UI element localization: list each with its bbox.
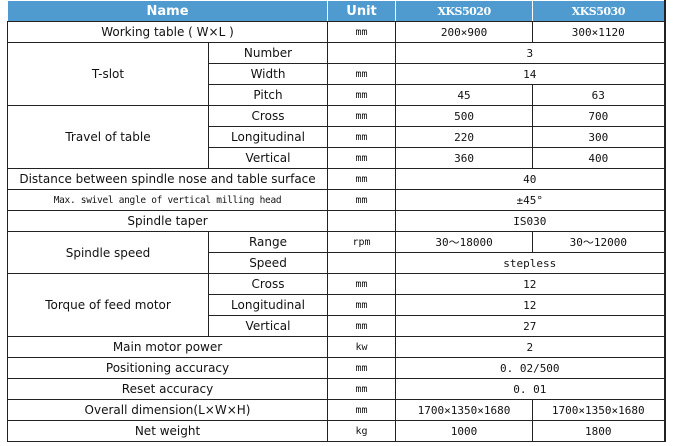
header-model-1: XKS5020	[395, 0, 534, 22]
sub-label: Number	[207, 42, 329, 64]
value-cell: 0. 01	[395, 378, 666, 400]
group-label: Spindle speed	[7, 231, 209, 274]
group-label: Torque of feed motor	[7, 273, 209, 337]
sub-label: Width	[207, 63, 329, 85]
table-row: Reset accuracy mm 0. 01	[6, 378, 666, 400]
value-cell: 40	[395, 168, 666, 190]
value-cell: 360	[395, 147, 534, 169]
value-cell: 300	[532, 126, 666, 148]
row-label: Positioning accuracy	[6, 357, 329, 379]
sub-label: Longitudinal	[207, 126, 329, 148]
table-row: Distance between spindle nose and table …	[6, 168, 666, 190]
header-row: Name Unit XKS5020 XKS5030	[6, 0, 666, 22]
sub-label: Longitudinal	[207, 294, 329, 316]
value-cell: 1700×1350×1680	[395, 399, 534, 421]
unit-cell: mm	[327, 294, 397, 316]
value-cell: 500	[395, 105, 534, 127]
value-cell: 220	[395, 126, 534, 148]
value-cell: 400	[532, 147, 666, 169]
unit-cell: kw	[327, 336, 397, 358]
value-cell: 30～18000	[395, 231, 534, 253]
row-label: Max. swivel angle of vertical milling he…	[6, 189, 329, 211]
row-label: Overall dimension(L×W×H)	[6, 399, 329, 421]
value-cell: 12	[395, 294, 666, 316]
unit-cell: mm	[327, 147, 397, 169]
header-model-2: XKS5030	[532, 0, 666, 22]
unit-cell	[327, 210, 397, 232]
group-label: T-slot	[7, 42, 209, 106]
header-unit: Unit	[327, 0, 397, 22]
unit-cell	[327, 42, 397, 64]
value-cell: 27	[395, 315, 666, 337]
table-row: Longitudinal mm 12	[8, 294, 666, 316]
group-label: Travel of table	[7, 105, 209, 169]
sub-label: Pitch	[207, 84, 329, 106]
table-row: Vertical mm 27	[8, 315, 666, 337]
unit-cell: mm	[327, 399, 397, 421]
sub-label: Cross	[207, 105, 329, 127]
table-row: Spindle speed Range rpm 30～18000 30～1200…	[7, 231, 666, 274]
value-cell: stepless	[395, 252, 666, 274]
sub-label: Vertical	[207, 315, 329, 337]
unit-cell: mm	[327, 105, 397, 127]
unit-cell: mm	[327, 189, 397, 211]
table-row: Positioning accuracy mm 0. 02/500	[6, 357, 666, 379]
table-row: Max. swivel angle of vertical milling he…	[6, 189, 666, 211]
unit-cell: mm	[327, 21, 397, 43]
unit-cell: mm	[327, 378, 397, 400]
row-label: Net weight	[6, 420, 329, 442]
unit-cell: mm	[327, 273, 397, 295]
table-row: Overall dimension(L×W×H) mm 1700×1350×16…	[6, 399, 666, 421]
sub-label: Cross	[207, 273, 329, 295]
value-cell: 2	[395, 336, 666, 358]
row-label: Main motor power	[6, 336, 329, 358]
table-row: Torque of feed motor Cross mm 12	[7, 273, 666, 337]
sub-label: Speed	[207, 252, 329, 274]
value-cell: 700	[532, 105, 666, 127]
value-cell: 300×1120	[532, 21, 666, 43]
row-label: Distance between spindle nose and table …	[6, 168, 329, 190]
value-cell: IS030	[395, 210, 666, 232]
unit-cell: mm	[327, 315, 397, 337]
unit-cell	[327, 252, 397, 274]
unit-cell: mm	[327, 84, 397, 106]
row-label: Reset accuracy	[6, 378, 329, 400]
table-row: Net weight kg 1000 1800	[6, 420, 666, 442]
value-cell: 1000	[395, 420, 534, 442]
value-cell: ±45°	[395, 189, 666, 211]
value-cell: 63	[532, 84, 666, 106]
table-row: Spindle taper IS030	[6, 210, 666, 232]
sub-label: Range	[207, 231, 329, 253]
spec-table: Name Unit XKS5020 XKS5030 Working table …	[6, 0, 666, 442]
unit-cell: mm	[327, 357, 397, 379]
table-row: T-slot Number 3	[7, 42, 666, 106]
value-cell: 1800	[532, 420, 666, 442]
unit-cell: kg	[327, 420, 397, 442]
row-label: Spindle taper	[6, 210, 329, 232]
table-row: Width mm 14	[8, 63, 666, 85]
table-row: Working table ( W×L ) mm 200×900 300×112…	[6, 21, 666, 43]
sub-label: Vertical	[207, 147, 329, 169]
value-cell: 45	[395, 84, 534, 106]
value-cell: 14	[395, 63, 666, 85]
unit-cell: mm	[327, 126, 397, 148]
value-cell: 200×900	[395, 21, 534, 43]
header-name: Name	[6, 0, 329, 22]
value-cell: 1700×1350×1680	[532, 399, 666, 421]
value-cell: 3	[395, 42, 666, 64]
unit-cell: mm	[327, 168, 397, 190]
value-cell: 0. 02/500	[395, 357, 666, 379]
unit-cell: rpm	[327, 231, 397, 253]
table-row: Main motor power kw 2	[6, 336, 666, 358]
value-cell: 30～12000	[532, 231, 666, 253]
unit-cell: mm	[327, 63, 397, 85]
value-cell: 12	[395, 273, 666, 295]
row-label: Working table ( W×L )	[6, 21, 329, 43]
table-row: Travel of table Cross mm 500 700	[7, 105, 666, 169]
